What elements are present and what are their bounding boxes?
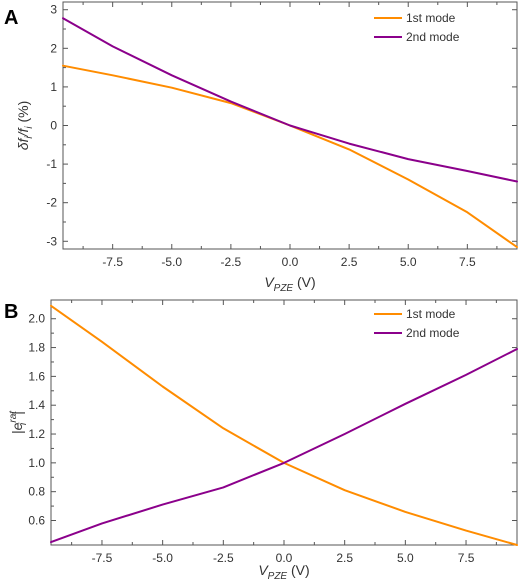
- y-tick-label: 1.0: [28, 456, 45, 470]
- y-tick-label: 1: [50, 80, 57, 94]
- y-axis-label-sub: i: [24, 136, 35, 139]
- panel-label: B: [4, 301, 18, 323]
- y-axis-label-mid: /f: [15, 127, 31, 138]
- x-tick-label: -7.5: [102, 255, 123, 269]
- series-line-2: [50, 348, 518, 544]
- y-axis-label-unit: (%): [15, 101, 31, 127]
- legend-label: 2nd mode: [406, 30, 460, 44]
- panel-label: A: [4, 7, 18, 29]
- y-tick-label: 1.4: [28, 398, 45, 412]
- x-axis-label-main: V: [258, 562, 269, 578]
- y-axis-label-sub: i: [18, 422, 29, 425]
- x-tick-label: 5.0: [400, 255, 417, 269]
- y-tick-label: -2: [46, 196, 57, 210]
- x-tick-label: -5.0: [152, 551, 173, 565]
- y-tick-label: 1.8: [28, 341, 45, 355]
- y-axis-label: |erati |: [8, 410, 29, 434]
- x-tick-label: -7.5: [92, 551, 113, 565]
- x-tick-label: 5.0: [397, 551, 414, 565]
- x-axis-label: VPZE (V): [264, 274, 315, 294]
- x-axis-label-main: V: [264, 274, 275, 290]
- y-tick-label: 2.0: [28, 312, 45, 326]
- legend-label: 1st mode: [406, 11, 456, 25]
- y-axis-label-sup: rat: [8, 410, 19, 423]
- y-axis-label-main: δf: [15, 137, 31, 151]
- y-tick-label: -3: [46, 234, 57, 248]
- x-axis-label: VPZE (V): [258, 562, 309, 579]
- x-tick-label: -5.0: [161, 255, 182, 269]
- y-tick-label: 1.2: [28, 427, 45, 441]
- y-axis-label-main: |e: [9, 422, 25, 434]
- y-tick-label: 0: [50, 119, 57, 133]
- x-tick-label: 7.5: [458, 551, 475, 565]
- x-axis-label-unit: (V): [293, 274, 316, 290]
- series-line-1: [62, 64, 518, 249]
- x-axis-label-unit: (V): [287, 562, 310, 578]
- x-axis-label-sub: PZE: [274, 283, 294, 294]
- y-tick-label: -1: [46, 157, 57, 171]
- y-tick-label: 1.6: [28, 369, 45, 383]
- y-tick-label: 3: [50, 3, 57, 17]
- y-axis-label: δfi/fi (%): [15, 101, 35, 151]
- x-tick-label: -2.5: [213, 551, 234, 565]
- series-line-2: [62, 17, 518, 183]
- y-tick-label: 0.6: [28, 514, 45, 528]
- y-tick-label: 0.8: [28, 485, 45, 499]
- legend-label: 2nd mode: [406, 326, 460, 340]
- x-tick-label: -2.5: [221, 255, 242, 269]
- chart-panel-b: -7.5 -5.0 -2.5 0.0 2.5 5.0 7.5 0.6 0.8 1.0 1.2 1.4 1…: [4, 299, 518, 579]
- x-tick-label: 0.0: [276, 551, 293, 565]
- x-tick-label: 0.0: [282, 255, 299, 269]
- series-line-1: [50, 304, 518, 546]
- x-tick-label: 2.5: [336, 551, 353, 565]
- x-axis-label-sub: PZE: [268, 571, 288, 579]
- x-tick-label: 2.5: [341, 255, 358, 269]
- x-tick-label: 7.5: [459, 255, 476, 269]
- legend-label: 1st mode: [406, 307, 456, 321]
- y-axis-label-sub2: i: [24, 126, 35, 129]
- y-tick-label: 2: [50, 41, 57, 55]
- y-axis-label-close: |: [9, 411, 25, 415]
- chart-panel-a: -7.5 -5.0 -2.5 0.0 2.5 5.0 7.5 -3 -2 -1 0 1 2 3 1st mo…: [4, 1, 518, 294]
